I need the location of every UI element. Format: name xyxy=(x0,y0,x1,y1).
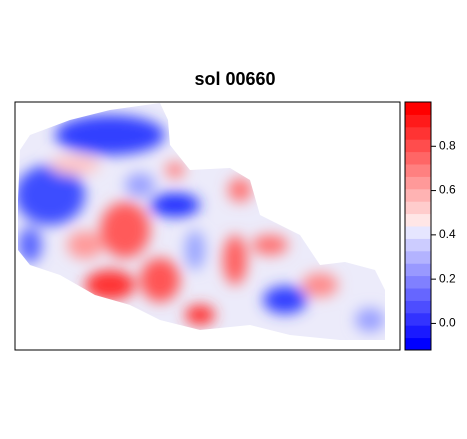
colorbar-band xyxy=(405,337,431,351)
colorbar-tick-label: 0.6 xyxy=(439,183,456,197)
colorbar-band xyxy=(405,238,431,252)
colorbar-band xyxy=(405,312,431,326)
colorbar-band xyxy=(405,250,431,264)
colorbar-band xyxy=(405,151,431,165)
colorbar-band xyxy=(405,176,431,190)
colorbar-band xyxy=(405,164,431,177)
colorbar-tick-label: 0.0 xyxy=(439,316,456,330)
colorbar-band xyxy=(405,275,431,289)
colorbar-band xyxy=(405,201,431,215)
colorbar-tick-label: 0.4 xyxy=(439,227,456,241)
colorbar-band xyxy=(405,325,431,339)
map-raster xyxy=(18,103,385,340)
colorbar: 0.0 0.2 0.4 0.6 0.8 xyxy=(405,102,456,351)
colorbar-band xyxy=(405,226,431,239)
colorbar-band xyxy=(405,114,431,128)
colorbar-band xyxy=(405,126,431,140)
colorbar-band xyxy=(405,139,431,153)
colorbar-tick-label: 0.8 xyxy=(439,138,456,152)
colorbar-band xyxy=(405,213,431,227)
map-frame xyxy=(14,101,401,351)
colorbar-tick-label: 0.2 xyxy=(439,271,456,285)
map-title: sol 00660 xyxy=(194,69,275,89)
colorbar-frame xyxy=(404,101,432,351)
colorbar-band xyxy=(405,288,431,301)
colorbar-band xyxy=(405,263,431,277)
colorbar-band xyxy=(405,188,431,202)
colorbar-band xyxy=(405,102,431,115)
colorbar-band xyxy=(405,300,431,314)
